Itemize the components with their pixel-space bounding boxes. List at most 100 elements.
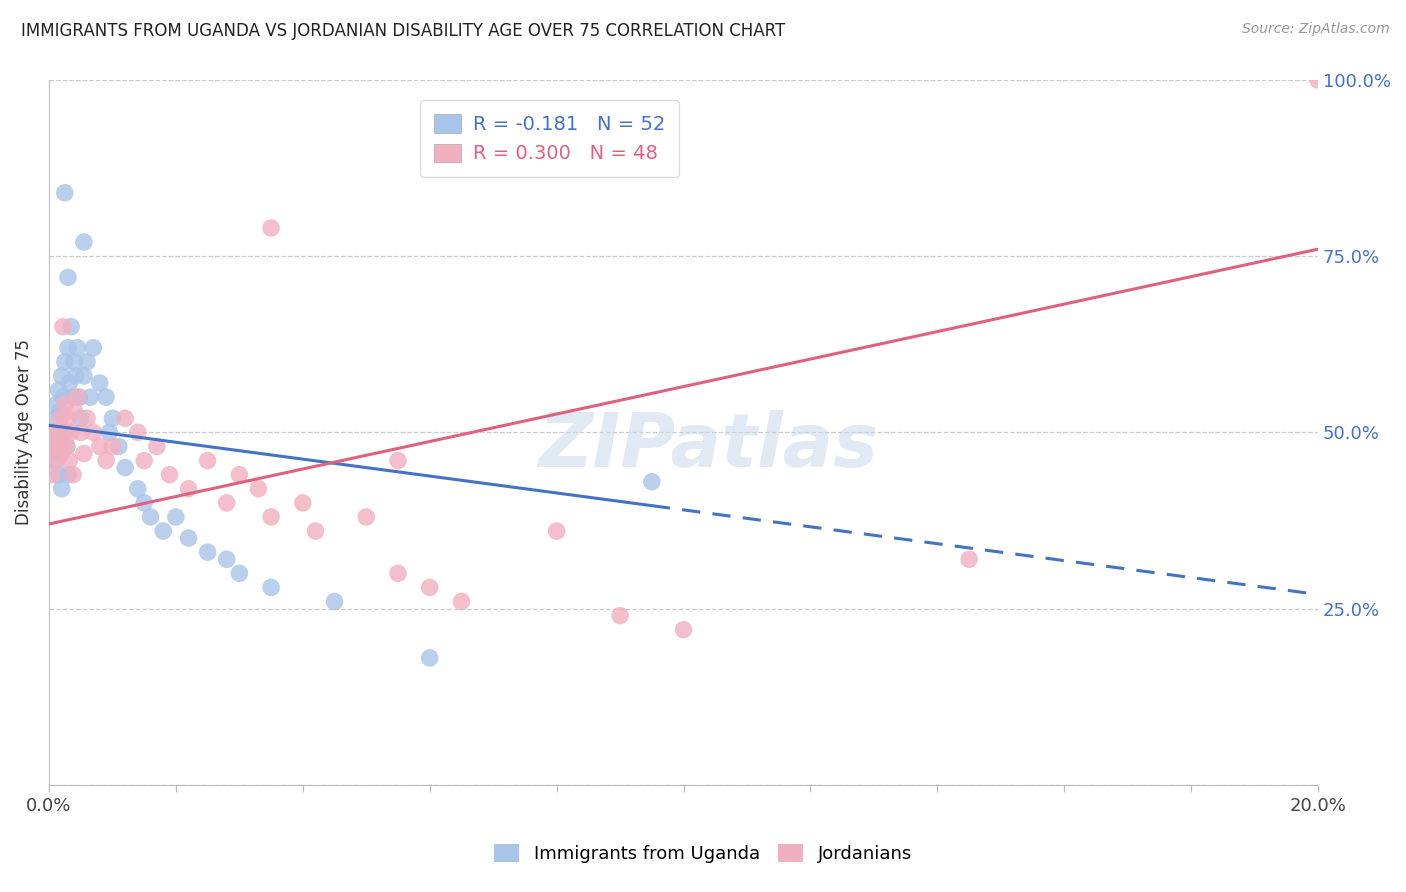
Point bbox=[98, 425, 121, 440]
Point bbox=[419, 581, 441, 595]
Point bbox=[134, 496, 156, 510]
Point bbox=[41, 467, 63, 482]
Point bbox=[45, 397, 67, 411]
Point bbox=[450, 594, 472, 608]
Point bbox=[260, 510, 283, 524]
Point bbox=[82, 425, 104, 440]
Point bbox=[114, 411, 136, 425]
Point bbox=[60, 425, 83, 440]
Point bbox=[58, 376, 80, 390]
Point bbox=[45, 453, 67, 467]
Point bbox=[41, 425, 63, 440]
Point bbox=[56, 270, 79, 285]
Point bbox=[53, 397, 76, 411]
Point bbox=[58, 453, 80, 467]
Point bbox=[49, 404, 72, 418]
Point bbox=[62, 467, 84, 482]
Point bbox=[69, 425, 91, 440]
Point bbox=[55, 440, 77, 454]
Point bbox=[53, 186, 76, 200]
Point bbox=[66, 341, 89, 355]
Point bbox=[101, 440, 124, 454]
Point bbox=[127, 425, 149, 440]
Point bbox=[56, 341, 79, 355]
Point bbox=[65, 369, 87, 384]
Y-axis label: Disability Age Over 75: Disability Age Over 75 bbox=[15, 339, 32, 525]
Point bbox=[197, 453, 219, 467]
Point bbox=[94, 390, 117, 404]
Point bbox=[69, 411, 91, 425]
Point bbox=[356, 510, 378, 524]
Text: ZIPatlas: ZIPatlas bbox=[538, 410, 879, 483]
Point bbox=[641, 475, 664, 489]
Point bbox=[177, 482, 200, 496]
Point bbox=[44, 425, 66, 440]
Point bbox=[73, 369, 96, 384]
Point bbox=[55, 440, 77, 454]
Point bbox=[197, 545, 219, 559]
Point bbox=[89, 440, 111, 454]
Text: IMMIGRANTS FROM UGANDA VS JORDANIAN DISABILITY AGE OVER 75 CORRELATION CHART: IMMIGRANTS FROM UGANDA VS JORDANIAN DISA… bbox=[21, 22, 786, 40]
Point bbox=[51, 446, 73, 460]
Point bbox=[323, 594, 346, 608]
Point bbox=[51, 369, 73, 384]
Point bbox=[228, 467, 250, 482]
Point bbox=[82, 341, 104, 355]
Point bbox=[114, 460, 136, 475]
Point bbox=[177, 531, 200, 545]
Point bbox=[419, 651, 441, 665]
Point bbox=[63, 355, 86, 369]
Point bbox=[49, 411, 72, 425]
Point bbox=[73, 235, 96, 249]
Point bbox=[146, 440, 169, 454]
Legend: Immigrants from Uganda, Jordanians: Immigrants from Uganda, Jordanians bbox=[485, 836, 921, 872]
Point bbox=[60, 319, 83, 334]
Point bbox=[291, 496, 314, 510]
Point bbox=[42, 440, 65, 454]
Point bbox=[387, 453, 409, 467]
Point bbox=[152, 524, 174, 538]
Point bbox=[215, 552, 238, 566]
Point bbox=[62, 390, 84, 404]
Point bbox=[247, 482, 270, 496]
Point bbox=[73, 446, 96, 460]
Point bbox=[76, 411, 98, 425]
Point bbox=[957, 552, 980, 566]
Point bbox=[228, 566, 250, 581]
Point bbox=[260, 581, 283, 595]
Point bbox=[49, 446, 72, 460]
Point bbox=[76, 355, 98, 369]
Point bbox=[165, 510, 187, 524]
Point bbox=[56, 467, 79, 482]
Point bbox=[89, 376, 111, 390]
Point bbox=[44, 453, 66, 467]
Point bbox=[139, 510, 162, 524]
Point bbox=[1308, 73, 1330, 87]
Point bbox=[304, 524, 326, 538]
Point bbox=[52, 425, 75, 440]
Point bbox=[52, 319, 75, 334]
Point bbox=[94, 453, 117, 467]
Point bbox=[44, 411, 66, 425]
Point bbox=[56, 411, 79, 425]
Point bbox=[672, 623, 695, 637]
Point bbox=[63, 404, 86, 418]
Point bbox=[48, 383, 70, 397]
Point bbox=[134, 453, 156, 467]
Point bbox=[79, 390, 101, 404]
Point bbox=[53, 425, 76, 440]
Point bbox=[387, 566, 409, 581]
Point bbox=[52, 390, 75, 404]
Legend: R = -0.181   N = 52, R = 0.300   N = 48: R = -0.181 N = 52, R = 0.300 N = 48 bbox=[420, 100, 679, 178]
Point bbox=[51, 482, 73, 496]
Point bbox=[48, 467, 70, 482]
Point bbox=[609, 608, 631, 623]
Point bbox=[107, 440, 129, 454]
Point bbox=[260, 221, 283, 235]
Point bbox=[546, 524, 568, 538]
Point bbox=[48, 440, 70, 454]
Point bbox=[215, 496, 238, 510]
Point bbox=[53, 355, 76, 369]
Point bbox=[42, 440, 65, 454]
Point bbox=[101, 411, 124, 425]
